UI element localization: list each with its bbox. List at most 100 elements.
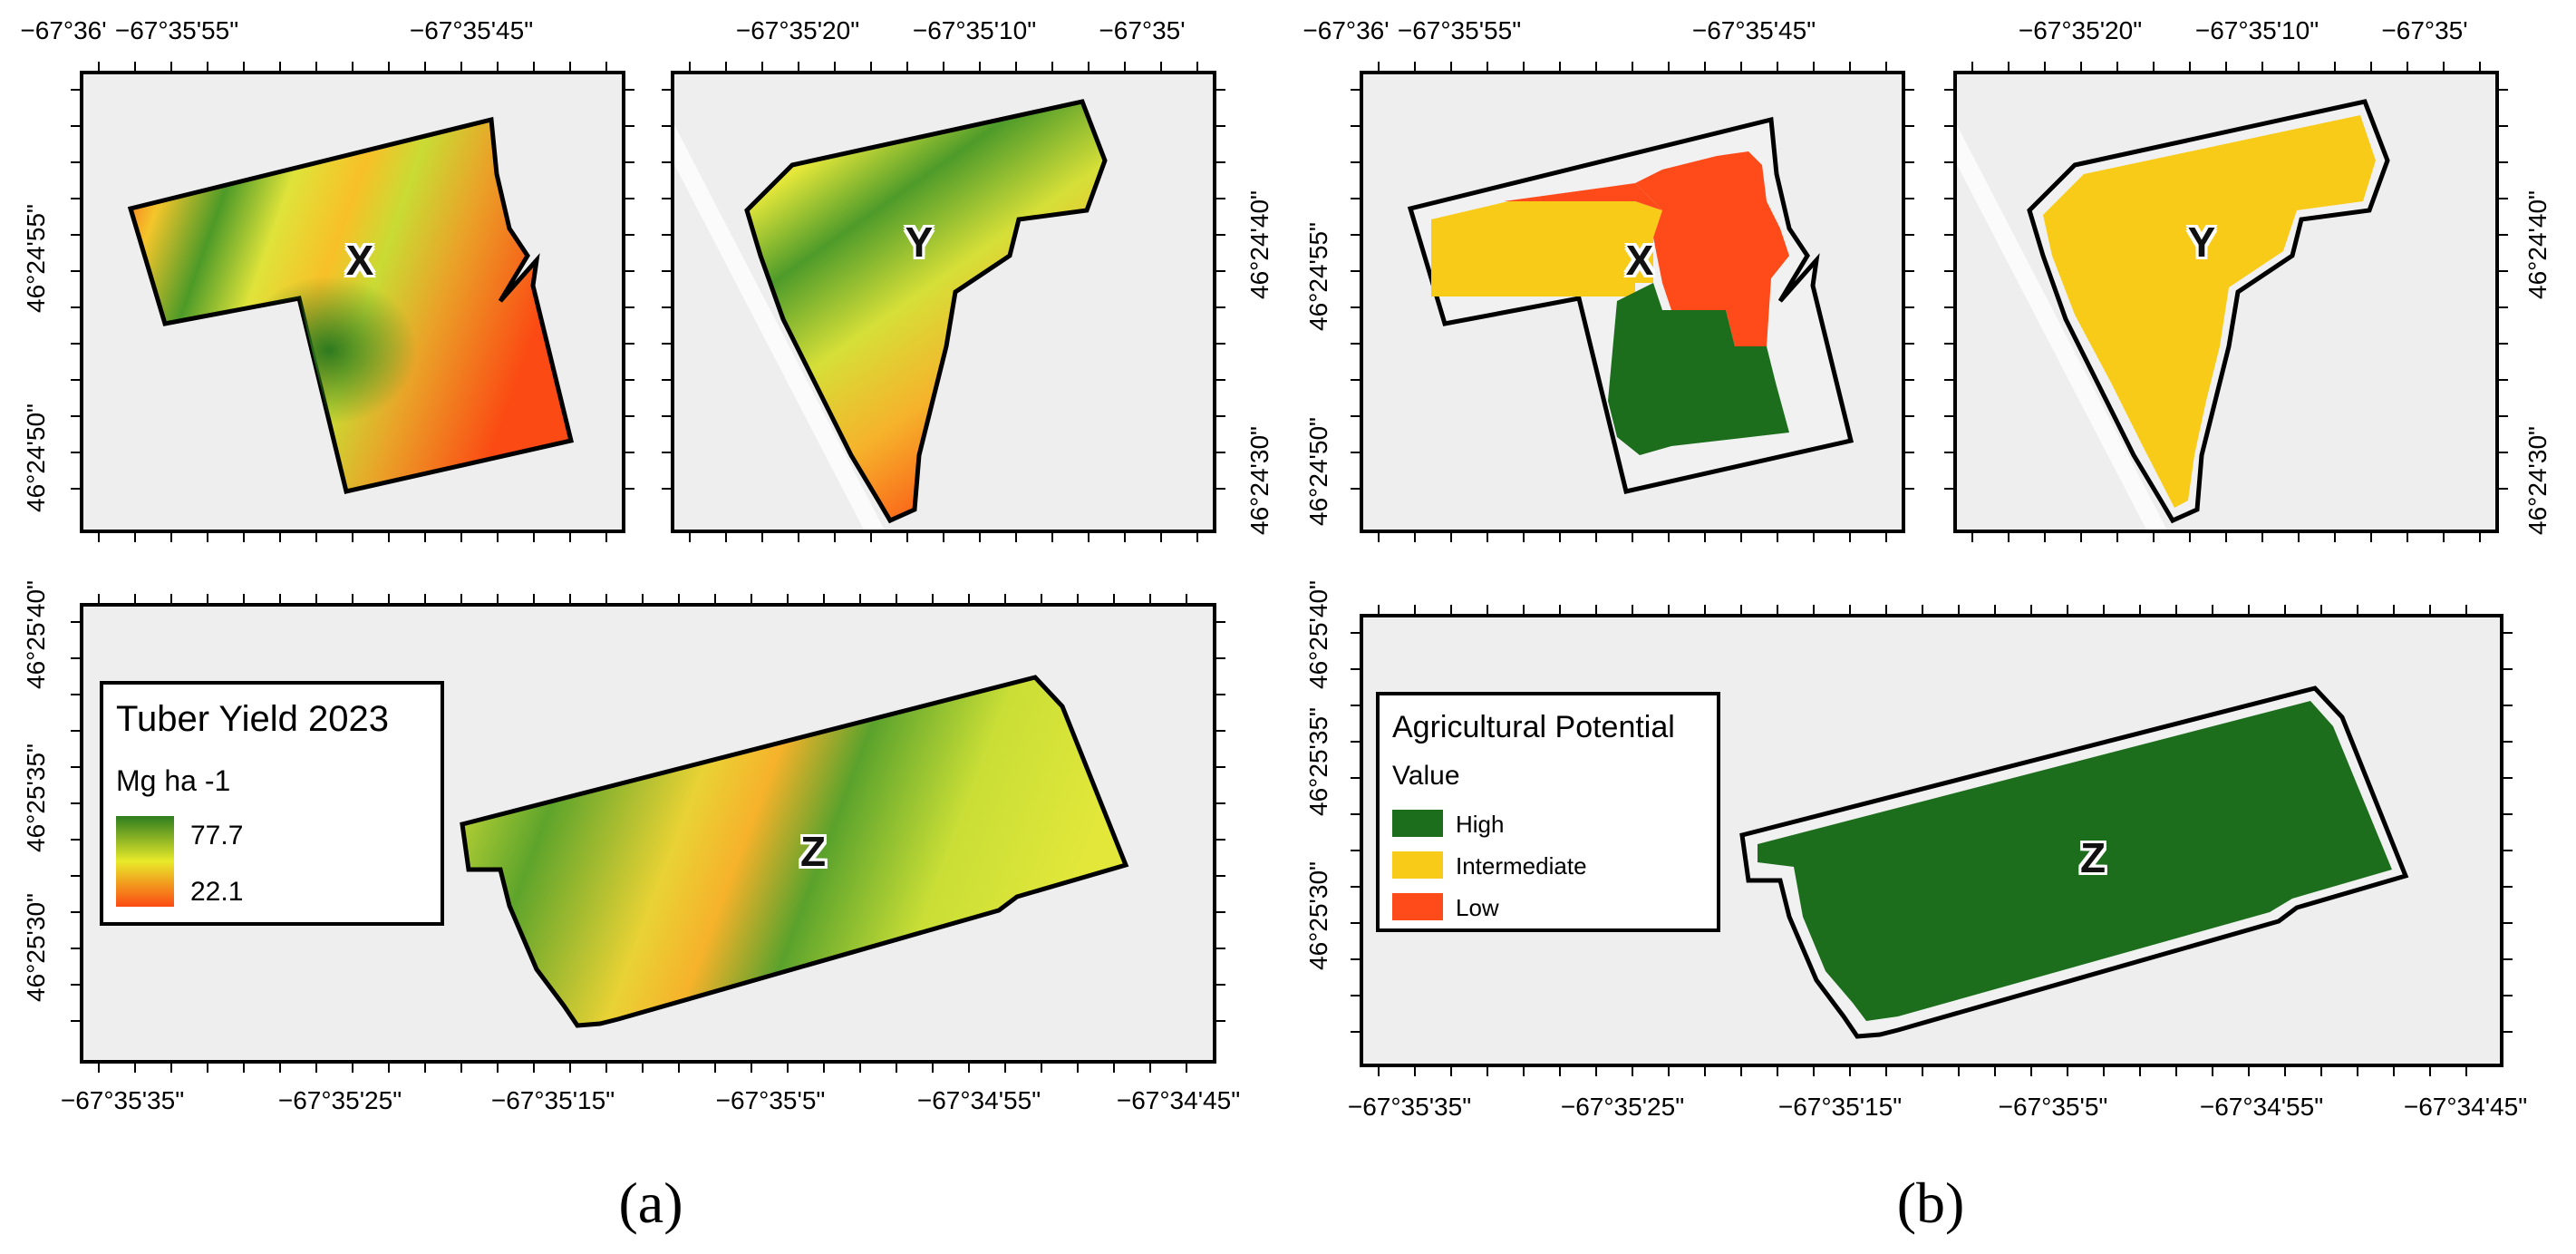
- tick-mark: [1351, 234, 1360, 236]
- tick-mark: [625, 161, 634, 163]
- tick-mark: [1813, 605, 1815, 614]
- coord-label: 46°24'30": [2523, 426, 2552, 535]
- tick-mark: [662, 379, 671, 381]
- tick-mark: [497, 533, 499, 542]
- tick-mark: [1351, 379, 1360, 381]
- tick-mark: [2261, 533, 2263, 542]
- tick-mark: [1160, 533, 1162, 542]
- tick-mark: [2334, 62, 2336, 71]
- tick-mark: [1944, 343, 1953, 345]
- tick-mark: [1113, 1064, 1115, 1073]
- tick-mark: [170, 62, 172, 71]
- tick-mark: [1216, 452, 1225, 453]
- tick-mark: [834, 533, 836, 542]
- tick-mark: [1216, 198, 1225, 199]
- tick-mark: [625, 125, 634, 127]
- tick-mark: [1595, 62, 1597, 71]
- tick-mark: [71, 875, 80, 877]
- legend-min-value: 22.1: [190, 877, 244, 907]
- tick-mark: [2503, 705, 2513, 706]
- potential-map-z: [1739, 685, 2409, 1039]
- tick-mark: [625, 270, 634, 272]
- coord-label: −67°36': [20, 16, 107, 44]
- tick-mark: [605, 62, 607, 71]
- tick-mark: [1004, 594, 1006, 603]
- tick-mark: [71, 343, 80, 345]
- tick-mark: [1971, 533, 1973, 542]
- tick-mark: [2248, 605, 2250, 614]
- tick-mark: [1351, 813, 1360, 815]
- legend-swatch-low: [1392, 893, 1443, 920]
- tick-mark: [605, 533, 607, 542]
- tick-mark: [1777, 1067, 1778, 1076]
- tick-mark: [1160, 62, 1162, 71]
- coord-label: −67°35'25": [277, 1086, 402, 1114]
- legend-label-high: High: [1456, 811, 1505, 838]
- field-label-z: Z: [799, 828, 827, 875]
- tick-mark: [605, 594, 607, 603]
- tick-mark: [1704, 62, 1706, 71]
- legend-title: Tuber Yield 2023: [116, 699, 389, 739]
- tick-mark: [2175, 1067, 2177, 1076]
- tick-mark: [1849, 533, 1851, 542]
- tick-mark: [1813, 533, 1815, 542]
- tick-mark: [1704, 1067, 1706, 1076]
- tick-mark: [1994, 605, 1996, 614]
- tick-mark: [2189, 62, 2191, 71]
- tick-mark: [1216, 948, 1225, 949]
- tick-mark: [1216, 911, 1225, 913]
- tick-mark: [662, 234, 671, 236]
- tick-mark: [1523, 62, 1525, 71]
- tick-mark: [2503, 958, 2513, 960]
- tick-mark: [2499, 270, 2508, 272]
- tick-mark: [1905, 234, 1914, 236]
- tick-mark: [1077, 1064, 1079, 1073]
- tick-mark: [1922, 1067, 1923, 1076]
- field-label-x: X: [345, 237, 374, 284]
- tick-mark: [243, 594, 245, 603]
- tick-mark: [98, 594, 100, 603]
- tick-mark: [2499, 452, 2508, 453]
- coord-label: −67°35'25": [1560, 1093, 1685, 1121]
- tick-mark: [71, 730, 80, 732]
- coord-label: −67°34'55": [2199, 1093, 2324, 1121]
- tick-mark: [98, 1064, 100, 1073]
- tick-mark: [71, 911, 80, 913]
- tick-mark: [642, 1064, 644, 1073]
- tick-mark: [1216, 839, 1225, 841]
- coord-label: −67°35'35": [60, 1086, 185, 1114]
- tick-mark: [460, 62, 462, 71]
- tick-mark: [932, 1064, 934, 1073]
- tick-mark: [662, 198, 671, 199]
- tick-mark: [2499, 198, 2508, 199]
- tick-mark: [1351, 958, 1360, 960]
- coord-label: −67°35'15": [490, 1086, 615, 1114]
- tick-mark: [1450, 62, 1452, 71]
- tick-mark: [2370, 62, 2372, 71]
- tick-mark: [859, 1064, 861, 1073]
- tick-mark: [2499, 234, 2508, 236]
- tick-mark: [1351, 668, 1360, 670]
- tick-mark: [1849, 1067, 1851, 1076]
- tick-mark: [2139, 1067, 2141, 1076]
- tick-mark: [1849, 605, 1851, 614]
- tick-mark: [625, 343, 634, 345]
- tick-mark: [71, 125, 80, 127]
- tick-mark: [1777, 605, 1778, 614]
- tick-mark: [1216, 694, 1225, 695]
- tick-mark: [1351, 306, 1360, 308]
- tick-mark: [1149, 594, 1151, 603]
- tick-mark: [1351, 995, 1360, 996]
- tick-mark: [424, 1064, 426, 1073]
- tick-mark: [1216, 89, 1225, 91]
- tick-mark: [2044, 62, 2046, 71]
- tick-mark: [1216, 415, 1225, 417]
- tick-mark: [315, 533, 317, 542]
- tick-mark: [1351, 886, 1360, 888]
- tick-mark: [1196, 533, 1198, 542]
- tick-mark: [2175, 605, 2177, 614]
- tick-mark: [533, 1064, 535, 1073]
- tick-mark: [533, 62, 535, 71]
- tick-mark: [761, 62, 763, 71]
- tick-mark: [1740, 1067, 1742, 1076]
